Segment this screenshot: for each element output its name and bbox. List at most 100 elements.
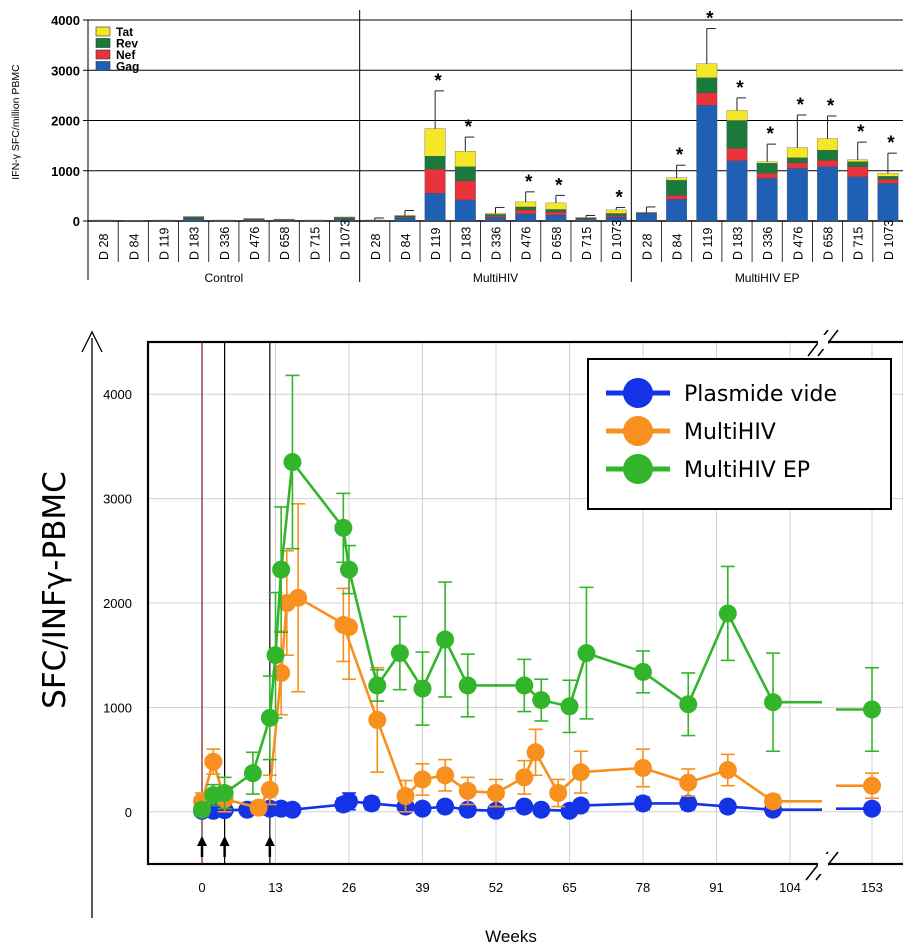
multihiv-point: [260, 780, 279, 799]
axis-break-gap-bottom: [818, 854, 828, 874]
bar-x-tick-label: D 183: [459, 227, 473, 260]
bar-segment-nef: [545, 211, 567, 216]
bar-segment-nef: [696, 92, 718, 106]
bar-x-tick-label: D 715: [308, 227, 322, 260]
bar-segment-gag: [183, 218, 205, 222]
multihiv-ep-point: [272, 560, 291, 579]
multihiv-ep-point: [413, 679, 432, 698]
plasmide-vide-point: [362, 794, 381, 813]
bar-segment-rev: [786, 157, 808, 163]
multihiv-point: [272, 663, 291, 682]
significance-star: *: [525, 172, 533, 193]
multihiv-point: [249, 798, 268, 817]
bar-x-tick-label: D 84: [399, 234, 413, 260]
bar-segment-nef: [786, 162, 808, 169]
significance-star: *: [555, 175, 563, 196]
bar-segment-gag: [756, 178, 778, 222]
bar-group-label: MultiHIV EP: [735, 271, 800, 285]
legend-swatch-gag: [95, 61, 111, 71]
bar-segment-gag: [394, 217, 416, 222]
legend-label-nef: Nef: [116, 48, 136, 62]
legend-label-plasmide-vide: Plasmide vide: [684, 382, 837, 407]
line-chart-legend: Plasmide vide MultiHIV MultiHIV EP: [587, 358, 892, 510]
multihiv-ep-point: [560, 697, 579, 716]
bar-segment-rev: [183, 216, 205, 219]
legend-marker-plasmide-vide: [623, 378, 653, 408]
immunization-arrow-head: [219, 836, 230, 846]
plasmide-vide-point: [634, 794, 652, 813]
line-y-tick-label: 4000: [103, 387, 132, 402]
bar-segment-rev: [334, 217, 355, 220]
bar-segment-tat: [817, 138, 838, 151]
multihiv-point: [436, 766, 455, 785]
bar-x-tick-label: D 183: [188, 227, 202, 260]
multihiv-ep-point: [764, 693, 783, 712]
bar-segment-nef: [515, 209, 537, 215]
multihiv-ep-point: [515, 676, 534, 695]
legend-marker-multihiv: [623, 416, 653, 446]
bar-segment-rev: [485, 214, 506, 217]
multihiv-point: [718, 761, 737, 780]
multihiv-point: [396, 787, 415, 806]
bar-segment-tat: [394, 215, 416, 217]
bar-segment-rev: [424, 156, 446, 170]
bar-segment-nef: [877, 179, 899, 184]
bar-segment-tat: [847, 159, 869, 162]
multihiv-ep-point: [532, 691, 551, 710]
bar-segment-tat: [183, 216, 205, 218]
bar-segment-tat: [454, 151, 476, 167]
multihiv-point: [413, 770, 432, 789]
multihiv-point: [289, 588, 308, 607]
plasmide-vide-point: [413, 799, 432, 818]
bar-x-tick-label: D 1073: [610, 220, 624, 260]
bar-segment-rev: [847, 161, 869, 167]
multihiv-ep-point: [436, 630, 455, 649]
significance-star: *: [766, 124, 774, 145]
bar-segment-rev: [726, 120, 748, 149]
significance-star: *: [706, 9, 714, 30]
line-chart-y-axis-arrowhead: [81, 330, 103, 353]
plasmide-vide-point: [532, 800, 551, 819]
bar-segment-tat: [273, 218, 295, 220]
significance-star: *: [827, 96, 835, 117]
multihiv-ep-point: [368, 676, 387, 695]
legend-label-gag: Gag: [116, 60, 139, 74]
line-x-tick-label: 39: [415, 880, 429, 895]
multihiv-point: [764, 792, 783, 811]
significance-star: *: [676, 145, 684, 166]
bar-chart-bars: * * * * * * * * * * * * *: [92, 9, 899, 222]
bar-chart-y-ticks: 0 1000 2000 3000 4000: [51, 13, 88, 229]
line-chart-plot-frame: [146, 340, 903, 866]
bar-segment-rev: [666, 180, 688, 196]
bar-segment-rev: [817, 149, 838, 161]
bar-segment-rev: [756, 163, 778, 174]
bar-x-tick-label: D 84: [127, 234, 141, 260]
line-chart-y-ticks: 0 1000 2000 3000 4000: [103, 387, 132, 820]
bar-segment-rev: [454, 166, 476, 181]
bar-segment-nef: [756, 173, 778, 179]
line-x-tick-label: 104: [779, 880, 801, 895]
bar-x-tick-label: D 336: [218, 227, 232, 260]
line-x-tick-label: 13: [268, 880, 282, 895]
multihiv-ep-point: [718, 604, 737, 623]
bar-chart-y-label: IFN-γ SFC/million PBMC: [10, 64, 22, 180]
bar-segment-nef: [394, 216, 416, 219]
bar-x-tick-label: D 84: [671, 234, 685, 260]
plasmide-vide-point: [718, 797, 737, 816]
plasmide-vide-point: [679, 794, 698, 813]
bar-group-label: Control: [204, 271, 243, 285]
bar-segment-rev: [515, 206, 537, 211]
bar-x-tick-label: D 476: [248, 227, 262, 260]
bar-segment-rev: [877, 176, 899, 180]
multihiv-ep-point: [334, 518, 353, 537]
line-x-tick-label: 65: [562, 880, 576, 895]
multihiv-ep-point: [193, 800, 211, 819]
bar-x-tick-label: D 658: [278, 227, 292, 260]
multihiv-point: [458, 781, 477, 800]
bar-segment-tat: [786, 147, 808, 158]
bar-segment-nef: [605, 215, 627, 218]
legend-label-rev: Rev: [116, 37, 138, 51]
bar-x-tick-label: D 119: [157, 228, 171, 260]
bar-segment-gag: [515, 213, 537, 222]
plasmide-vide-point: [340, 792, 358, 811]
